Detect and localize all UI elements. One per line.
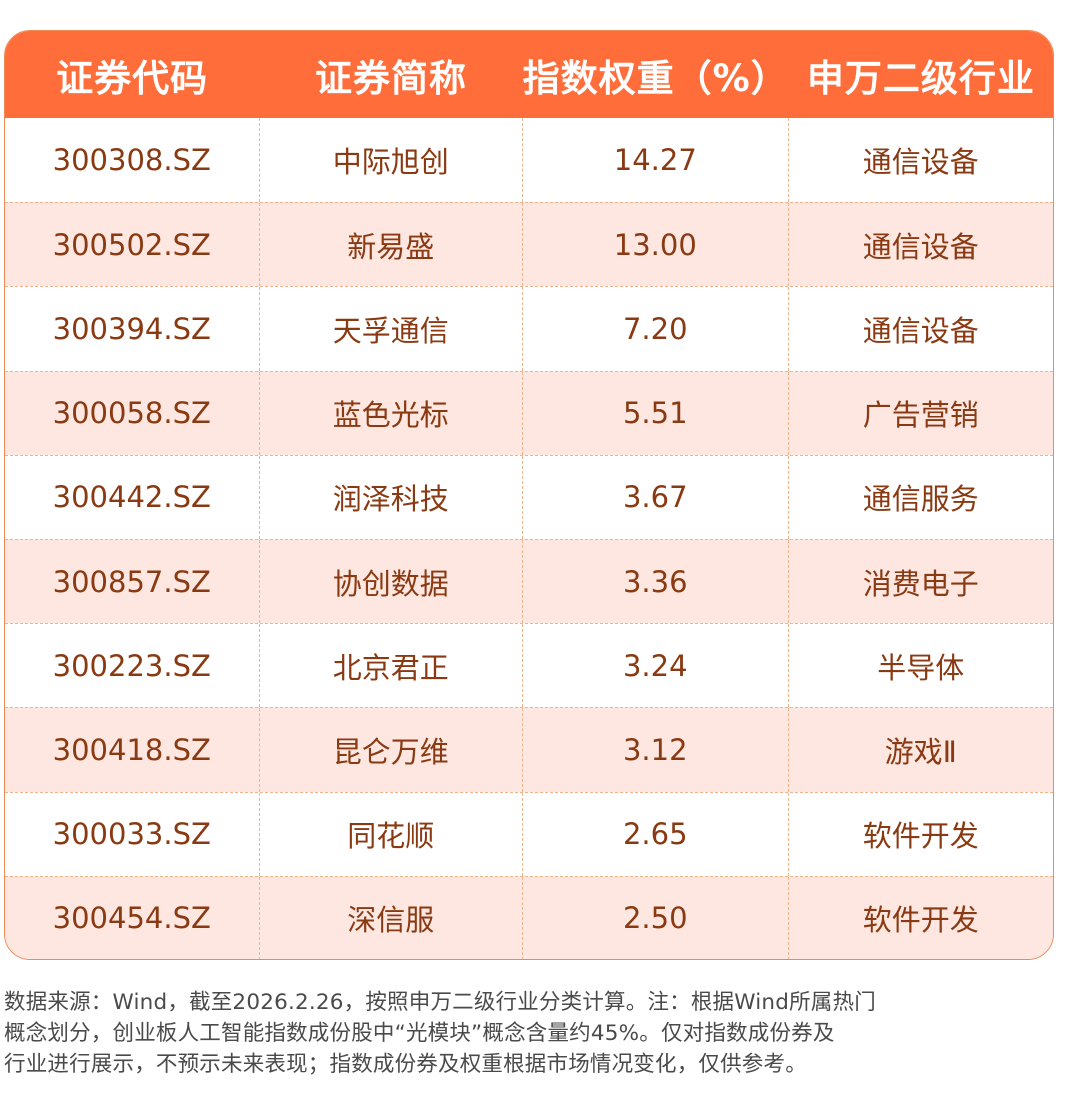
table-header: 证券代码 证券简称 指数权重（%） 申万二级行业	[5, 31, 1053, 118]
header-sw-industry: 申万二级行业	[806, 56, 1035, 100]
cell-name: 同花顺	[260, 792, 524, 876]
table-row: 300454.SZ 深信服 2.50 软件开发	[5, 875, 1053, 959]
cell-name: 中际旭创	[260, 118, 524, 203]
cell-weight: 3.24	[523, 624, 789, 708]
table-row: 300857.SZ 协创数据 3.36 消费电子	[5, 538, 1053, 624]
header-security-name: 证券简称	[315, 56, 467, 100]
cell-name: 北京君正	[260, 624, 524, 708]
cell-code: 300394.SZ	[5, 287, 260, 371]
cell-code: 300308.SZ	[5, 118, 260, 203]
cell-industry: 通信服务	[862, 482, 979, 517]
cell-industry: 广告营销	[862, 398, 979, 433]
cell-name: 蓝色光标	[260, 371, 524, 455]
cell-name: 协创数据	[260, 539, 524, 624]
cell-code: 300033.SZ	[5, 792, 260, 876]
cell-weight: 3.36	[523, 539, 789, 624]
cell-weight: 3.12	[523, 708, 789, 792]
cell-code: 300223.SZ	[5, 624, 260, 708]
cell-industry: 通信设备	[862, 229, 979, 264]
cell-industry: 软件开发	[862, 819, 979, 854]
cell-code: 300502.SZ	[5, 203, 260, 287]
cell-name: 深信服	[260, 876, 524, 959]
cell-code: 300857.SZ	[5, 539, 260, 624]
cell-weight: 14.27	[523, 118, 789, 203]
cell-weight: 5.51	[523, 371, 789, 455]
cell-industry: 消费电子	[862, 566, 979, 601]
footnote-line: 行业进行展示，不预示未来表现；指数成份券及权重根据市场情况变化，仅供参考。	[4, 1052, 807, 1077]
header-index-weight: 指数权重（%）	[522, 56, 789, 100]
table-row: 300394.SZ 天孚通信 7.20 通信设备	[5, 286, 1053, 371]
cell-name: 新易盛	[260, 203, 524, 287]
cell-weight: 2.65	[523, 792, 789, 876]
table-row: 300308.SZ 中际旭创 14.27 通信设备	[5, 118, 1053, 203]
cell-weight: 2.50	[523, 876, 789, 959]
table-row: 300442.SZ 润泽科技 3.67 通信服务	[5, 454, 1053, 539]
cell-code: 300058.SZ	[5, 371, 260, 455]
cell-code: 300442.SZ	[5, 455, 260, 539]
table-row: 300033.SZ 同花顺 2.65 软件开发	[5, 791, 1053, 876]
cell-industry: 通信设备	[862, 313, 979, 348]
table-row: 300502.SZ 新易盛 13.00 通信设备	[5, 202, 1053, 287]
footnote-line: 数据来源：Wind，截至2026.2.26，按照申万二级行业分类计算。注：根据W…	[4, 990, 876, 1015]
header-security-code: 证券代码	[56, 56, 209, 100]
cell-name: 天孚通信	[260, 287, 524, 371]
cell-industry: 游戏Ⅱ	[884, 734, 957, 769]
table-row: 300058.SZ 蓝色光标 5.51 广告营销	[5, 370, 1053, 455]
cell-name: 润泽科技	[260, 455, 524, 539]
cell-industry: 软件开发	[862, 903, 979, 938]
footnote-line: 概念划分，创业板人工智能指数成份股中“光模块”概念含量约45%。仅对指数成份券及	[4, 1021, 835, 1046]
cell-code: 300454.SZ	[5, 876, 260, 959]
cell-weight: 7.20	[523, 287, 789, 371]
cell-weight: 13.00	[523, 203, 789, 287]
cell-name: 昆仑万维	[260, 708, 524, 792]
cell-code: 300418.SZ	[5, 708, 260, 792]
table-row: 300418.SZ 昆仑万维 3.12 游戏Ⅱ	[5, 707, 1053, 792]
data-source-footnote: 数据来源：Wind，截至2026.2.26，按照申万二级行业分类计算。注：根据W…	[4, 987, 1070, 1080]
holdings-table: 证券代码 证券简称 指数权重（%） 申万二级行业 300308.SZ 中际旭创 …	[4, 30, 1054, 960]
cell-weight: 3.67	[523, 455, 789, 539]
table-row: 300223.SZ 北京君正 3.24 半导体	[5, 623, 1053, 708]
table-body: 300308.SZ 中际旭创 14.27 通信设备 300502.SZ 新易盛 …	[5, 118, 1053, 959]
cell-industry: 通信设备	[862, 145, 979, 180]
cell-industry: 半导体	[877, 650, 965, 685]
